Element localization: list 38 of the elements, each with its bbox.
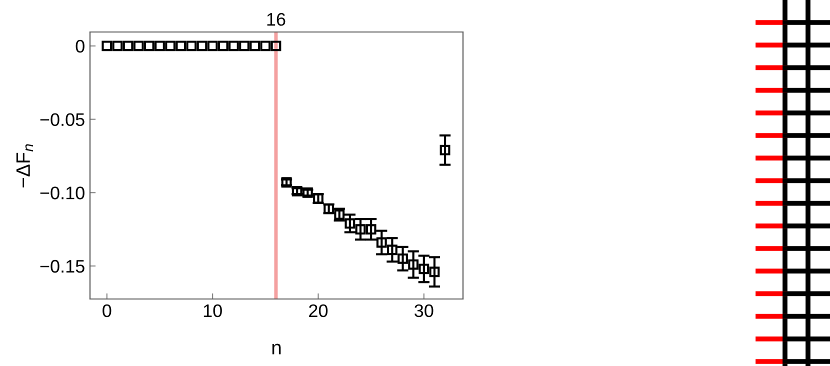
point (366, 224, 376, 235)
x-axis-title: n (272, 344, 281, 354)
point (186, 40, 197, 52)
point (228, 40, 239, 52)
y-tick-label: −0.15 (40, 260, 84, 273)
point (112, 40, 123, 52)
point (344, 218, 356, 229)
point (144, 40, 154, 52)
point (408, 259, 419, 270)
point (218, 40, 228, 52)
ref-line-label: 16 (267, 12, 286, 26)
y-tick-label: −0.05 (40, 113, 84, 126)
point (355, 224, 366, 235)
point (122, 40, 134, 52)
point (260, 40, 271, 52)
x-tick-label: 10 (204, 304, 222, 318)
point (154, 40, 165, 52)
point (133, 40, 144, 52)
y-tick-label: 0 (76, 40, 84, 53)
point (239, 40, 250, 52)
point (429, 266, 440, 278)
point (440, 144, 450, 156)
point (398, 253, 408, 264)
point (102, 40, 112, 52)
point (207, 40, 218, 52)
x-tick-label: 0 (102, 304, 112, 318)
x-tick-label: 20 (309, 304, 328, 318)
point (176, 40, 186, 52)
y-axis-title: −ΔF$_{n}$ (16, 144, 34, 188)
point (165, 40, 176, 52)
point (270, 40, 282, 52)
point (386, 244, 398, 256)
point (418, 264, 430, 274)
point (376, 237, 387, 248)
x-tick-label: 30 (414, 304, 434, 318)
point (196, 40, 208, 52)
y-tick-label: −0.10 (40, 186, 84, 200)
point (250, 40, 260, 52)
